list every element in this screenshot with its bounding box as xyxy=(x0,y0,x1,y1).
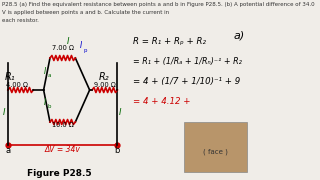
Text: 10.0 Ω: 10.0 Ω xyxy=(52,122,73,128)
Text: ( face ): ( face ) xyxy=(203,149,228,155)
Text: = 4 + (1/7 + 1/10)⁻¹ + 9: = 4 + (1/7 + 1/10)⁻¹ + 9 xyxy=(133,77,241,86)
Text: 9.00 Ω: 9.00 Ω xyxy=(93,82,115,88)
Text: P28.5 (a) Find the equivalent resistance between points a and b in Figure P28.5.: P28.5 (a) Find the equivalent resistance… xyxy=(2,2,314,7)
Text: R = R₁ + Rₚ + R₂: R = R₁ + Rₚ + R₂ xyxy=(133,37,206,46)
Text: a: a xyxy=(48,73,51,78)
Text: 7.00 Ω: 7.00 Ω xyxy=(52,45,73,51)
Text: I: I xyxy=(44,98,46,107)
Text: = 4 + 4.12 +: = 4 + 4.12 + xyxy=(133,97,191,106)
Text: 4.00 Ω: 4.00 Ω xyxy=(5,82,28,88)
FancyBboxPatch shape xyxy=(184,122,247,172)
Text: R₂: R₂ xyxy=(98,72,109,82)
Text: a: a xyxy=(5,146,11,155)
Text: each resistor.: each resistor. xyxy=(2,18,38,23)
Text: ΔV = 34v: ΔV = 34v xyxy=(45,145,81,154)
Text: I: I xyxy=(67,37,69,46)
Text: R₁: R₁ xyxy=(5,72,15,82)
Text: b: b xyxy=(48,104,51,109)
Text: p: p xyxy=(83,48,87,53)
Text: I: I xyxy=(79,41,82,50)
Text: I: I xyxy=(3,108,6,117)
Text: a): a) xyxy=(233,30,244,40)
Text: = R₁ + (1/Rₐ + 1/Rₙ)⁻¹ + R₂: = R₁ + (1/Rₐ + 1/Rₙ)⁻¹ + R₂ xyxy=(133,57,242,66)
Text: b: b xyxy=(115,146,120,155)
Text: I: I xyxy=(119,108,122,117)
Text: Figure P28.5: Figure P28.5 xyxy=(27,169,92,178)
Text: V is applied between points a and b. Calculate the current in: V is applied between points a and b. Cal… xyxy=(2,10,169,15)
Text: I: I xyxy=(44,67,46,76)
